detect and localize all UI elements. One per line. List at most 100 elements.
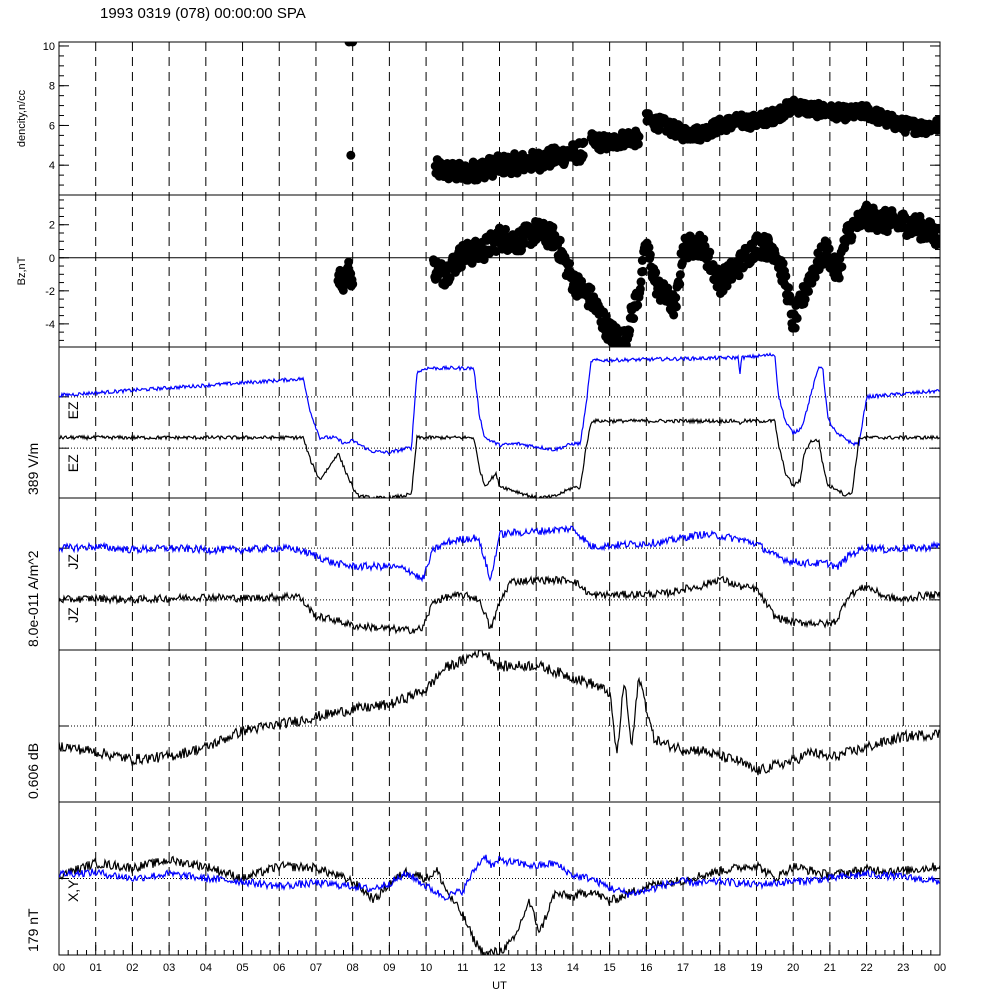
x-tick-label: 03 bbox=[163, 962, 175, 974]
data-point bbox=[636, 277, 646, 287]
x-tick-label: 07 bbox=[310, 962, 322, 974]
data-point bbox=[645, 250, 655, 260]
y-tick-label: 4 bbox=[49, 160, 55, 172]
data-point bbox=[501, 224, 511, 234]
panel-inner-label: X,Y bbox=[65, 879, 81, 902]
data-point bbox=[778, 258, 788, 268]
data-point bbox=[792, 313, 802, 323]
series-line-jz-blue bbox=[59, 524, 940, 583]
data-point bbox=[705, 247, 715, 257]
x-tick-label: 17 bbox=[677, 962, 689, 974]
y-tick-label: 0 bbox=[49, 253, 55, 265]
panel-ylabel-ez: 389 V/m bbox=[25, 443, 41, 495]
series-line-xy-blue bbox=[59, 854, 940, 901]
data-point bbox=[837, 262, 847, 272]
data-point bbox=[790, 323, 800, 333]
panel-inner-label: EZ bbox=[65, 454, 81, 472]
x-tick-label: 00 bbox=[934, 962, 946, 974]
data-point bbox=[675, 279, 685, 289]
panel-ylabel-bz: Bz,nT bbox=[16, 256, 28, 285]
data-point bbox=[344, 257, 354, 267]
data-point bbox=[638, 266, 648, 276]
x-tick-label: 18 bbox=[714, 962, 726, 974]
data-point bbox=[800, 294, 810, 304]
x-tick-label: 02 bbox=[126, 962, 138, 974]
data-point bbox=[824, 244, 834, 254]
x-tick-label: 00 bbox=[53, 962, 65, 974]
data-point bbox=[804, 286, 814, 296]
y-tick-label: 8 bbox=[49, 81, 55, 93]
y-tick-label: 10 bbox=[43, 41, 55, 53]
x-tick-label: 14 bbox=[567, 962, 579, 974]
scatter-series-bz bbox=[333, 200, 940, 347]
data-point bbox=[635, 284, 645, 294]
data-point bbox=[734, 271, 744, 281]
data-point bbox=[578, 150, 588, 160]
data-point bbox=[847, 232, 857, 242]
panel-inner-label: EZ bbox=[65, 401, 81, 419]
data-point bbox=[935, 224, 940, 234]
data-point bbox=[346, 150, 356, 160]
data-point bbox=[348, 279, 358, 289]
data-point bbox=[783, 283, 793, 293]
data-point bbox=[555, 235, 565, 245]
panel-ylabel-jz: 8.0e-011 A/m^2 bbox=[25, 550, 41, 647]
data-point bbox=[675, 270, 685, 280]
y-tick-label: -2 bbox=[45, 286, 55, 298]
x-tick-label: 12 bbox=[493, 962, 505, 974]
data-point bbox=[629, 313, 639, 323]
y-tick-label: -4 bbox=[45, 319, 55, 331]
data-point bbox=[579, 137, 589, 147]
scatter-series-density bbox=[344, 42, 940, 185]
data-point bbox=[699, 234, 709, 244]
data-point bbox=[671, 293, 681, 303]
x-axis-label: UT bbox=[492, 980, 507, 992]
x-tick-label: 05 bbox=[236, 962, 248, 974]
data-point bbox=[633, 300, 643, 310]
data-point bbox=[621, 346, 627, 347]
x-tick-label: 11 bbox=[457, 962, 468, 974]
panel-ylabel-xy: 179 nT bbox=[25, 908, 41, 952]
data-point bbox=[644, 242, 654, 252]
data-point bbox=[586, 283, 596, 293]
x-tick-label: 15 bbox=[604, 962, 616, 974]
series-line-jz-black bbox=[59, 574, 940, 635]
data-point bbox=[781, 271, 791, 281]
data-point bbox=[935, 120, 940, 130]
x-tick-label: 22 bbox=[860, 962, 872, 974]
x-tick-label: 23 bbox=[897, 962, 909, 974]
data-point bbox=[565, 259, 575, 269]
data-point bbox=[671, 302, 681, 312]
data-point bbox=[669, 310, 679, 320]
series-line-ez-blue bbox=[59, 352, 940, 455]
data-point bbox=[479, 255, 489, 265]
y-tick-label: 2 bbox=[49, 220, 55, 232]
series-line-db-black bbox=[59, 650, 940, 776]
panel-ylabel-density: dencity,n/cc bbox=[16, 89, 28, 147]
x-tick-label: 06 bbox=[273, 962, 285, 974]
x-tick-label: 08 bbox=[347, 962, 359, 974]
x-tick-label: 16 bbox=[640, 962, 652, 974]
data-point bbox=[348, 42, 358, 47]
x-tick-label: 10 bbox=[420, 962, 432, 974]
panel-inner-label: JZ bbox=[65, 607, 81, 623]
x-tick-label: 01 bbox=[90, 962, 102, 974]
data-point bbox=[519, 239, 529, 249]
x-tick-label: 09 bbox=[383, 962, 395, 974]
x-tick-label: 21 bbox=[824, 962, 836, 974]
x-tick-label: 20 bbox=[787, 962, 799, 974]
panel-inner-label: JZ bbox=[65, 554, 81, 570]
data-point bbox=[834, 273, 844, 283]
plot-title: 1993 0319 (078) 00:00:00 SPA bbox=[100, 5, 306, 22]
data-point bbox=[637, 255, 647, 265]
x-tick-label: 13 bbox=[530, 962, 542, 974]
data-point bbox=[633, 139, 643, 149]
y-tick-label: 6 bbox=[49, 120, 55, 132]
series-line-ez-black bbox=[59, 417, 940, 498]
data-point bbox=[625, 326, 635, 336]
data-point bbox=[651, 267, 661, 277]
x-tick-label: 04 bbox=[200, 962, 212, 974]
data-point bbox=[934, 234, 940, 244]
panel-ylabel-db: 0.606 dB bbox=[25, 743, 41, 799]
